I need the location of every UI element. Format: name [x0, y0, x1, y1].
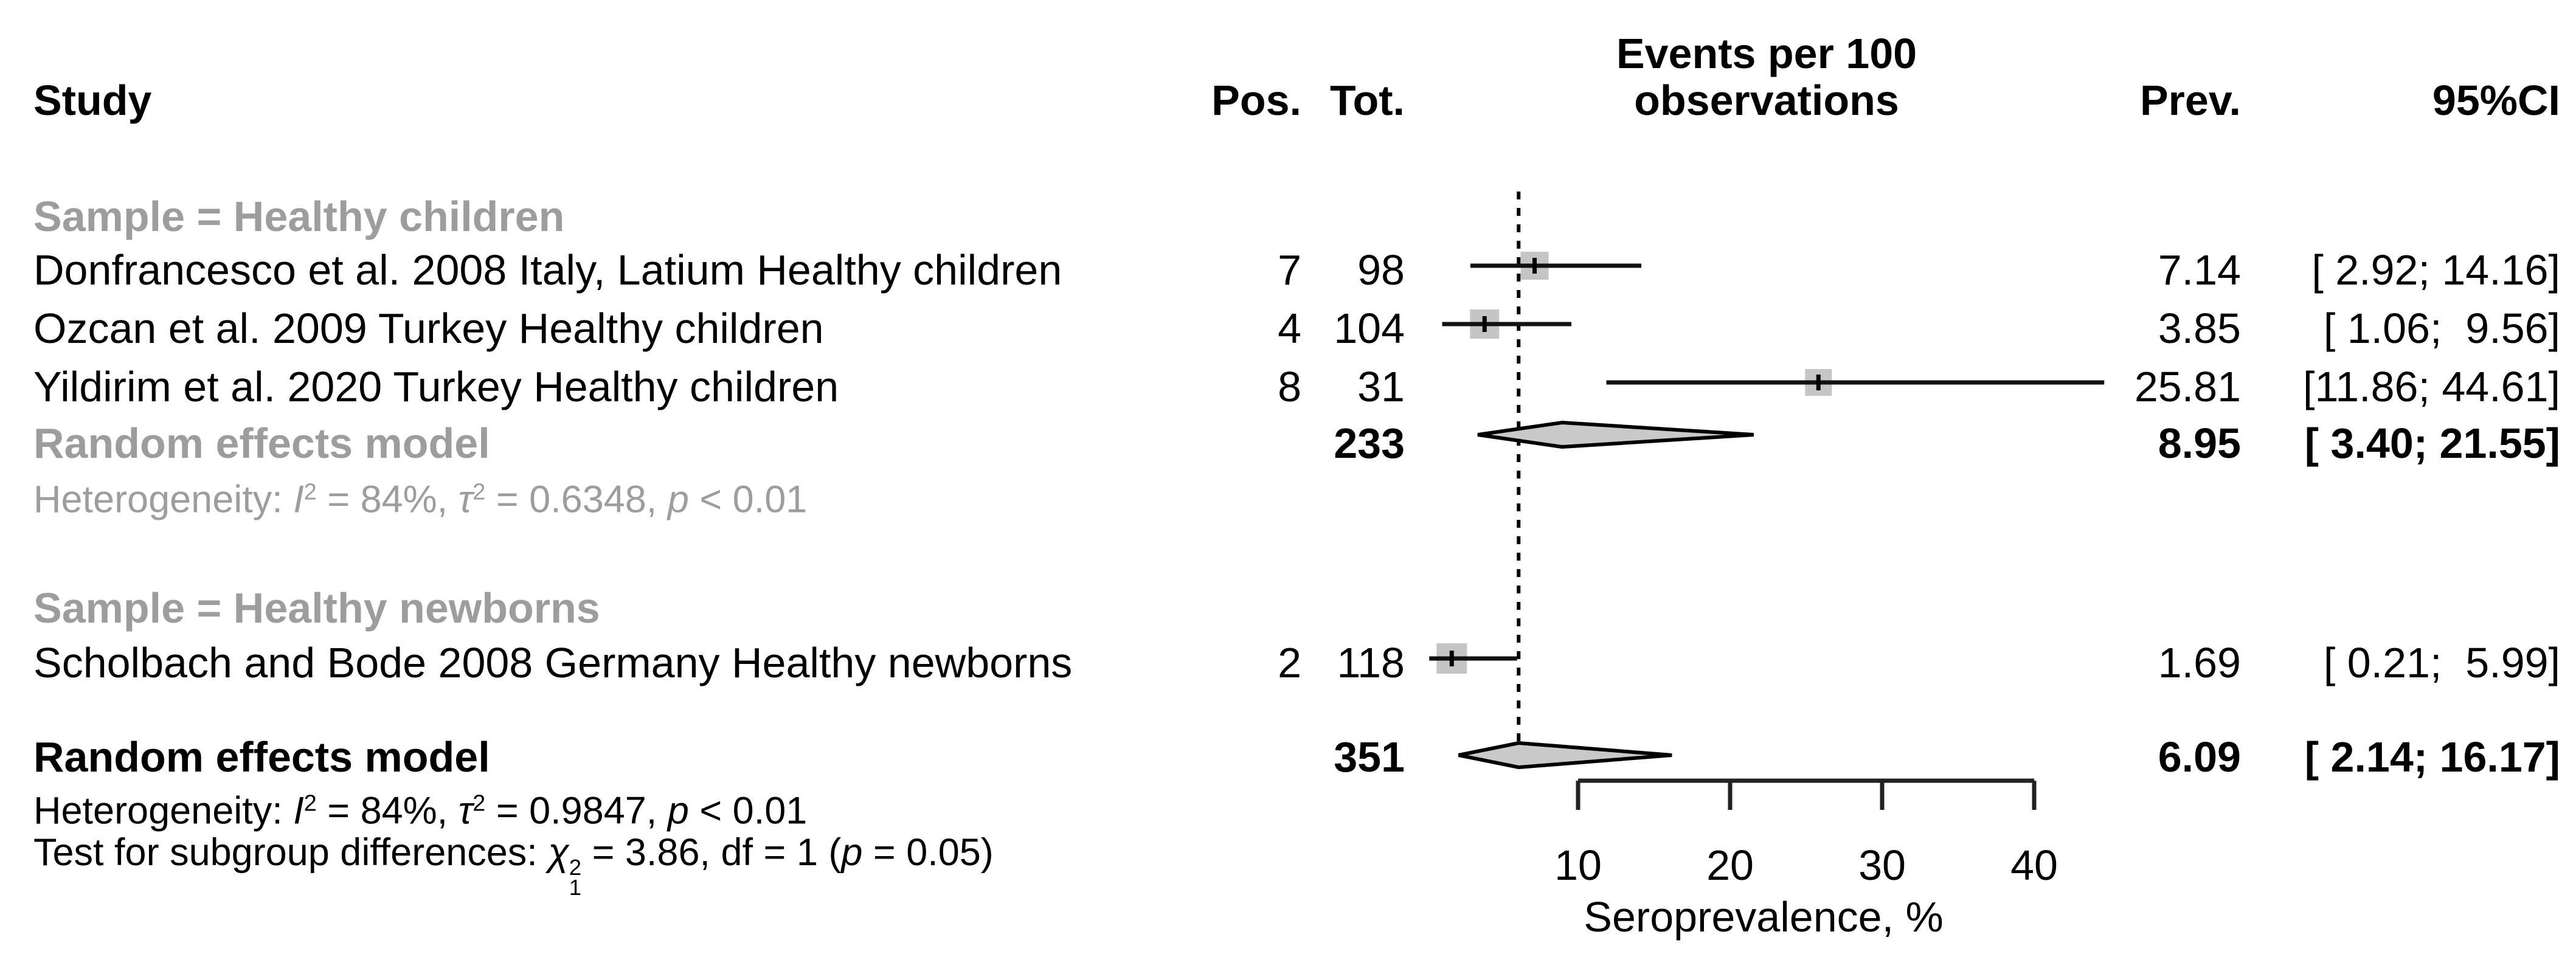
ci-value: [ 3.40; 21.55] — [2304, 420, 2560, 467]
subgroup-header-healthy-newborns: Sample = Healthy newborns — [0, 579, 2576, 637]
heterogeneity-note-overall: Heterogeneity: I2 = 84%, τ2 = 0.9847, p … — [0, 782, 2576, 840]
heterogeneity-text: Heterogeneity: I2 = 84%, τ2 = 0.6348, p … — [33, 478, 808, 521]
ci-value: [ 2.14; 16.17] — [2304, 733, 2560, 781]
column-header-tot: Tot. — [1329, 77, 1405, 124]
column-header-events-line2: observations — [1634, 77, 1899, 124]
point-estimate-tick — [1532, 258, 1537, 274]
prev-value: 25.81 — [2134, 363, 2241, 410]
x-axis-tick-label: 40 — [2010, 841, 2058, 889]
pos-value: 2 — [1278, 639, 1301, 686]
subgroup-header-healthy-children: Sample = Healthy children — [0, 187, 2576, 246]
study-name: Ozcan et al. 2009 Turkey Healthy childre… — [33, 305, 824, 352]
study-name: Yildirim et al. 2020 Turkey Healthy chil… — [33, 363, 839, 410]
study-name: Scholbach and Bode 2008 Germany Healthy … — [33, 639, 1073, 686]
x-axis-title: Seroprevalence, % — [1584, 893, 1943, 941]
study-row: Yildirim et al. 2020 Turkey Healthy chil… — [0, 358, 2576, 416]
summary-diamond — [1458, 741, 1672, 770]
column-header-prev: Prev. — [2139, 77, 2241, 124]
study-row: Scholbach and Bode 2008 Germany Healthy … — [0, 634, 2576, 692]
point-estimate-tick — [1449, 651, 1454, 666]
column-header-pos: Pos. — [1211, 77, 1301, 124]
x-axis-tick-label: 20 — [1706, 841, 1754, 889]
ci-value: [11.86; 44.61] — [2303, 363, 2560, 410]
tot-value: 118 — [1337, 639, 1405, 686]
tot-value: 104 — [1334, 305, 1405, 352]
tot-value: 233 — [1334, 420, 1405, 467]
tot-value: 98 — [1357, 246, 1405, 294]
summary-label: Random effects model — [33, 733, 490, 781]
point-estimate-tick — [1816, 375, 1821, 390]
prev-value: 7.14 — [2158, 246, 2241, 294]
heterogeneity-note-children: Heterogeneity: I2 = 84%, τ2 = 0.6348, p … — [0, 471, 2576, 529]
study-row: Ozcan et al. 2009 Turkey Healthy childre… — [0, 299, 2576, 358]
study-name: Donfrancesco et al. 2008 Italy, Latium H… — [33, 246, 1062, 294]
pos-value: 7 — [1278, 246, 1301, 294]
column-header-study: Study — [33, 77, 152, 124]
x-axis-tick-label: 10 — [1554, 841, 1602, 889]
heterogeneity-text: Heterogeneity: I2 = 84%, τ2 = 0.9847, p … — [33, 789, 808, 832]
summary-diamond — [1477, 420, 1754, 449]
ci-value: [ 2.92; 14.16] — [2311, 246, 2560, 294]
x-axis-tick-label: 30 — [1858, 841, 1906, 889]
column-header-events-line1: Events per 100 — [1616, 30, 1917, 77]
ci-value: [ 0.21; 5.99] — [2323, 639, 2560, 686]
subgroup-label: Sample = Healthy children — [33, 193, 565, 240]
header-row-2: Study Pos. Tot. observations Prev. 95%CI — [0, 71, 2576, 130]
pos-value: 8 — [1278, 363, 1301, 410]
point-estimate-tick — [1482, 316, 1487, 332]
study-row: Donfrancesco et al. 2008 Italy, Latium H… — [0, 241, 2576, 299]
subgroup-summary-row: Random effects model 233 8.95 [ 3.40; 21… — [0, 414, 2576, 472]
pos-value: 4 — [1278, 305, 1301, 352]
overall-summary-row: Random effects model 351 6.09 [ 2.14; 16… — [0, 728, 2576, 786]
header-row-1: Events per 100 — [0, 24, 2576, 83]
column-header-ci: 95%CI — [2432, 77, 2560, 124]
prev-value: 1.69 — [2158, 639, 2241, 686]
summary-label: Random effects model — [33, 420, 490, 467]
prev-value: 3.85 — [2158, 305, 2241, 352]
ci-value: [ 1.06; 9.56] — [2323, 305, 2560, 352]
prev-value: 6.09 — [2158, 733, 2241, 781]
prev-value: 8.95 — [2158, 420, 2241, 467]
subgroup-label: Sample = Healthy newborns — [33, 584, 600, 632]
tot-value: 31 — [1357, 363, 1405, 410]
tot-value: 351 — [1334, 733, 1405, 781]
